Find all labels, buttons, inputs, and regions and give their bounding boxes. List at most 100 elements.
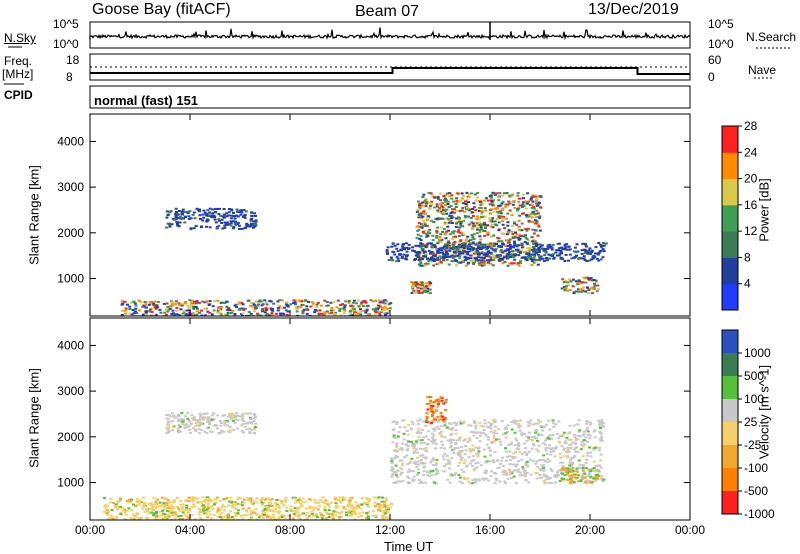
power-data-cell [405, 254, 409, 257]
velocity-data-cell [473, 481, 477, 484]
power-data-cell [450, 222, 454, 224]
velocity-data-cell [487, 426, 491, 429]
velocity-data-cell [562, 431, 566, 434]
power-colorbar-segment [722, 152, 738, 180]
velocity-data-cell [469, 430, 473, 433]
nsearch-top-tick: 10^5 [708, 17, 734, 31]
velocity-data-cell [367, 499, 371, 502]
power-data-cell [364, 311, 368, 314]
power-data-cell [235, 208, 239, 211]
velocity-data-cell [548, 434, 552, 437]
velocity-data-cell [284, 506, 288, 509]
velocity-data-cell [457, 438, 461, 441]
velocity-data-cell [185, 508, 189, 511]
velocity-data-cell [300, 513, 303, 516]
velocity-data-cell [170, 504, 174, 507]
velocity-data-cell [363, 501, 366, 504]
velocity-data-cell [356, 506, 360, 509]
power-data-cell [424, 212, 428, 215]
power-data-cell [538, 246, 541, 249]
velocity-data-cell [196, 419, 200, 422]
velocity-data-cell [196, 497, 200, 500]
velocity-data-cell [449, 432, 453, 435]
power-data-cell [301, 304, 305, 307]
velocity-data-cell [565, 469, 569, 472]
power-data-cell [208, 207, 212, 210]
power-data-cell [489, 242, 492, 245]
velocity-data-cell [558, 435, 562, 438]
velocity-data-cell [415, 456, 419, 459]
power-data-cell [289, 303, 293, 306]
power-data-cell [508, 209, 512, 212]
velocity-data-cell [570, 463, 574, 466]
velocity-data-cell [206, 502, 210, 505]
power-data-cell [417, 222, 421, 225]
velocity-colorbar-segment [722, 399, 738, 423]
velocity-data-cell [478, 431, 481, 434]
power-data-cell [466, 262, 470, 265]
power-data-cell [180, 216, 184, 219]
power-data-cell [246, 299, 250, 302]
power-data-cell [548, 257, 552, 260]
power-data-cell [489, 258, 493, 261]
power-data-cell [563, 247, 567, 250]
power-data-cell [203, 314, 207, 316]
power-data-cell [424, 262, 428, 265]
power-data-cell [356, 299, 360, 302]
velocity-y-tick-label: 2000 [57, 430, 84, 444]
power-data-cell [602, 244, 606, 247]
velocity-data-cell [201, 504, 205, 507]
velocity-data-cell [347, 514, 351, 517]
velocity-data-cell [432, 429, 436, 432]
velocity-data-cell [497, 428, 501, 431]
power-data-cell [148, 301, 152, 304]
power-data-cell [560, 287, 564, 290]
velocity-data-cell [115, 516, 119, 519]
power-data-cell [496, 192, 500, 195]
velocity-data-cell [167, 414, 171, 417]
power-data-cell [323, 299, 327, 302]
power-data-cell [202, 216, 206, 219]
velocity-data-cell [572, 455, 576, 458]
power-data-cell [498, 192, 502, 195]
velocity-data-cell [240, 415, 244, 417]
power-data-cell [426, 231, 430, 234]
power-data-cell [516, 262, 520, 265]
velocity-data-cell [544, 447, 548, 450]
power-data-cell [305, 305, 309, 308]
x-tick-label: 00:00 [75, 523, 105, 537]
x-tick-label: 08:00 [275, 523, 305, 537]
power-data-cell [529, 258, 533, 261]
velocity-data-cell [185, 498, 188, 501]
power-data-cell [459, 261, 463, 264]
power-data-cell [481, 243, 485, 246]
power-y-tick-label: 2000 [57, 226, 84, 240]
velocity-data-cell [328, 505, 332, 508]
velocity-data-cell [145, 510, 149, 512]
velocity-data-cell [412, 475, 416, 478]
velocity-data-cell [424, 419, 428, 422]
power-data-cell [309, 305, 313, 308]
power-data-cell [597, 251, 601, 254]
velocity-data-cell [233, 507, 237, 510]
velocity-data-cell [449, 434, 453, 436]
velocity-data-cell [119, 505, 123, 508]
power-data-cell [594, 246, 598, 249]
velocity-data-cell [462, 476, 466, 479]
velocity-data-cell [540, 434, 544, 436]
power-data-cell [491, 203, 495, 206]
power-data-cell [184, 216, 187, 219]
velocity-data-cell [574, 450, 578, 453]
velocity-data-cell [169, 415, 173, 418]
velocity-data-cell [592, 448, 596, 451]
power-data-cell [503, 249, 507, 252]
velocity-data-cell [245, 497, 249, 500]
power-data-cell [534, 242, 538, 245]
power-data-cell [428, 205, 432, 207]
power-data-cell [443, 233, 447, 236]
power-data-cell [510, 262, 514, 265]
power-data-cell [415, 210, 419, 213]
velocity-data-cell [449, 472, 453, 475]
power-data-cell [323, 312, 327, 315]
power-data-cell [381, 301, 385, 304]
